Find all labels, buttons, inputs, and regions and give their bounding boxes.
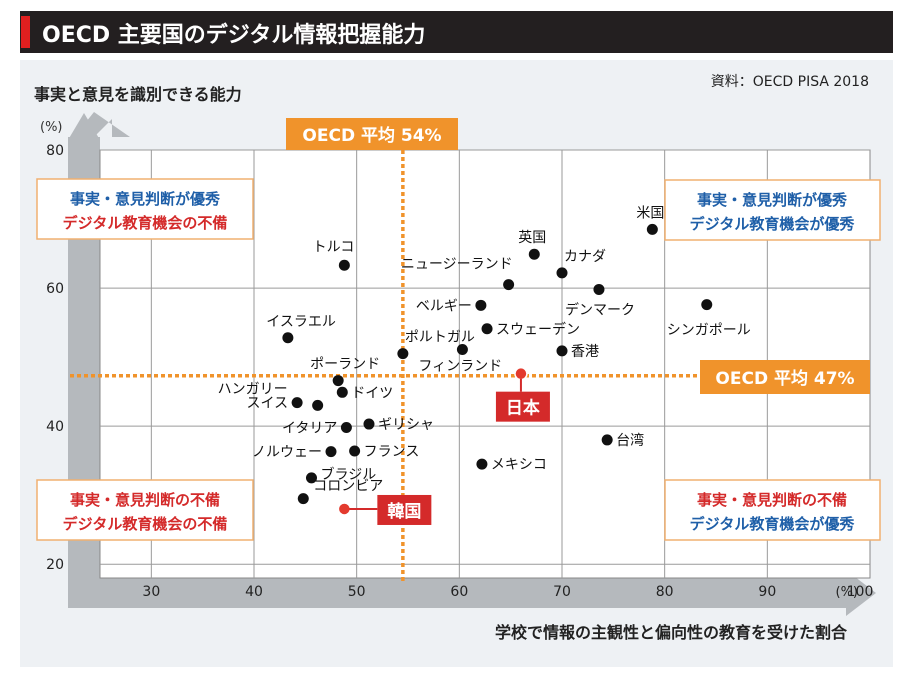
highlight-point [514, 366, 528, 381]
oecd-avg-y-badge [700, 360, 870, 394]
point-label: 台湾 [616, 432, 644, 449]
title-accent [21, 16, 30, 48]
y-axis-title: 事実と意見を識別できる能力 [34, 85, 242, 104]
quadrant-top-left-line2: デジタル教育機会の不備 [63, 214, 228, 232]
point-label: スイス [247, 396, 289, 412]
quadrant-bottom-right: 事実・意見判断の不備 デジタル教育機会が優秀 [664, 479, 881, 541]
x-tick-label: 70 [553, 584, 571, 600]
highlight-point [337, 502, 352, 516]
data-point [646, 223, 658, 235]
x-tick-label: 40 [245, 584, 263, 600]
point-label: ポルトガル [405, 330, 475, 346]
data-point [475, 299, 487, 311]
data-point [291, 397, 303, 409]
point-label: カナダ [564, 249, 606, 265]
y-unit-label: (%) [40, 120, 63, 135]
point-label: フィンランド [418, 359, 502, 375]
x-tick-label: 100 [847, 584, 874, 600]
data-points: 米国英国カナダトルコニュージーランドデンマークシンガポールベルギースウェーデンイ… [218, 205, 751, 505]
data-point [593, 283, 605, 295]
quadrant-bottom-left-line1: 事実・意見判断の不備 [70, 491, 220, 509]
quadrant-top-left-line1: 事実・意見判断が優秀 [70, 190, 221, 208]
x-unit-label: (%) [836, 585, 859, 600]
data-point [332, 375, 344, 387]
y-tick-label: 40 [46, 419, 64, 435]
data-point [397, 348, 409, 360]
y-tick-label: 80 [46, 143, 64, 159]
tick-labels: 30 40 50 60 70 80 90 100 20 40 60 80 [46, 143, 873, 600]
data-point [701, 299, 713, 311]
quadrant-top-right: 事実・意見判断が優秀 デジタル教育機会が優秀 [664, 179, 881, 241]
oecd-avg-x-badge [286, 118, 458, 150]
data-point [556, 345, 568, 357]
point-label: デンマーク [565, 301, 635, 318]
data-point [503, 279, 515, 291]
data-point [305, 472, 317, 484]
data-point [312, 399, 324, 411]
point-label: ギリシャ [378, 417, 434, 433]
chart-title: OECD 主要国のデジタル情報把握能力 [42, 22, 425, 48]
quadrant-top-right-line1: 事実・意見判断が優秀 [697, 191, 848, 209]
data-point [349, 445, 361, 457]
point-label: メキシコ [491, 457, 547, 473]
point-label: スウェーデン [496, 321, 580, 338]
x-axis-arrow [68, 570, 876, 616]
x-tick-label: 50 [348, 584, 366, 600]
point-label: ポーランド [310, 357, 380, 373]
source-note: 資料：OECD PISA 2018 [711, 74, 869, 90]
point-label: 香港 [571, 344, 599, 360]
data-point [325, 446, 337, 458]
point-label: 英国 [518, 229, 546, 246]
quadrant-bottom-left: 事実・意見判断の不備 デジタル教育機会の不備 [36, 479, 254, 541]
oecd-avg-x-label: OECD 平均 54% [302, 125, 441, 146]
point-label: ノルウェー [252, 445, 322, 461]
y-tick-label: 20 [46, 557, 64, 573]
point-label: ハンガリー [218, 381, 288, 397]
oecd-avg-y-label: OECD 平均 47% [715, 368, 854, 389]
x-tick-label: 80 [656, 584, 674, 600]
title-bar [20, 11, 893, 53]
point-label: ベルギー [416, 298, 472, 314]
quadrant-bottom-left-line2: デジタル教育機会の不備 [63, 515, 228, 533]
data-point [282, 332, 294, 344]
point-label: シンガポール [667, 323, 751, 339]
y-tick-label: 60 [46, 281, 64, 297]
data-point [528, 248, 540, 260]
point-label: コロンビア [313, 479, 383, 495]
data-point [456, 344, 468, 356]
data-point [481, 323, 493, 335]
data-point [336, 386, 348, 398]
point-label: ニュージーランド [401, 257, 513, 273]
highlight-badge [377, 494, 432, 525]
data-point [338, 259, 350, 271]
quadrant-top-right-line2: デジタル教育機会が優秀 [690, 215, 856, 233]
data-point [363, 418, 375, 430]
data-point [601, 434, 613, 446]
point-label: イスラエル [266, 314, 336, 330]
point-label: ブラジル [320, 466, 376, 483]
quadrant-bottom-right-line1: 事実・意見判断の不備 [697, 491, 847, 509]
x-axis-title: 学校で情報の主観性と偏向性の教育を受けた割合 [495, 623, 848, 642]
x-tick-label: 60 [450, 584, 468, 600]
quadrant-bottom-right-line2: デジタル教育機会が優秀 [690, 515, 856, 533]
y-arrow-head [68, 113, 100, 140]
point-label: ドイツ [351, 385, 393, 401]
data-point [556, 267, 568, 279]
point-label: 米国 [636, 205, 664, 221]
point-label: フランス [364, 444, 420, 460]
data-point [297, 493, 309, 505]
point-label: トルコ [313, 239, 355, 255]
quadrant-top-left: 事実・意見判断が優秀 デジタル教育機会の不備 [36, 178, 254, 240]
highlight-badge [495, 391, 550, 422]
x-tick-label: 30 [142, 584, 160, 600]
data-point [476, 458, 488, 470]
highlight-label: 日本 [506, 398, 540, 419]
data-point [340, 422, 352, 434]
point-label: イタリア [282, 421, 337, 437]
highlight-label: 韓国 [387, 501, 421, 522]
x-tick-label: 90 [758, 584, 776, 600]
